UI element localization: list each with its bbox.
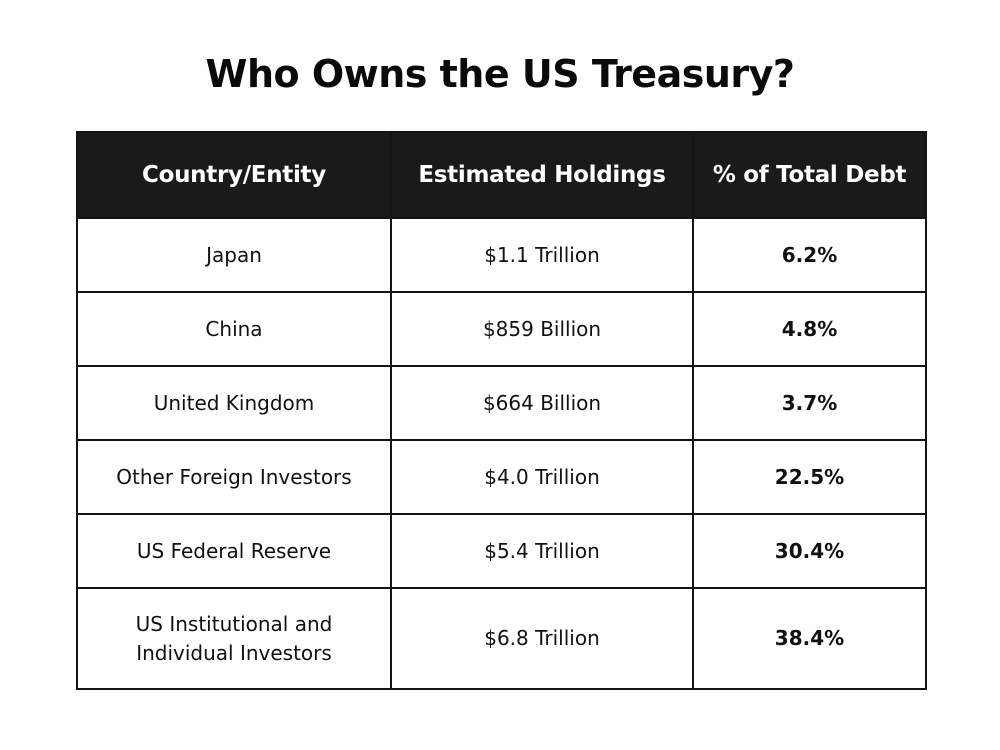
table-row: Japan $1.1 Trillion 6.2% (76, 217, 927, 293)
table-row: Other Foreign Investors $4.0 Trillion 22… (76, 439, 927, 515)
percent-cell: 30.4% (692, 513, 927, 589)
percent-cell: 22.5% (692, 439, 927, 515)
table-row: United Kingdom $664 Billion 3.7% (76, 365, 927, 441)
percent-cell: 38.4% (692, 587, 927, 690)
table-header-row: Country/Entity Estimated Holdings % of T… (76, 131, 927, 219)
holdings-cell: $664 Billion (390, 365, 694, 441)
column-header-holdings: Estimated Holdings (390, 131, 694, 219)
holdings-cell: $859 Billion (390, 291, 694, 367)
page-title: Who Owns the US Treasury? (205, 52, 795, 96)
column-header-percent: % of Total Debt (692, 131, 927, 219)
entity-cell: US Federal Reserve (76, 513, 392, 589)
table-row: US Institutional and Individual Investors… (76, 587, 927, 690)
holdings-cell: $4.0 Trillion (390, 439, 694, 515)
table-row: US Federal Reserve $5.4 Trillion 30.4% (76, 513, 927, 589)
table-row: China $859 Billion 4.8% (76, 291, 927, 367)
holdings-cell: $6.8 Trillion (390, 587, 694, 690)
percent-cell: 4.8% (692, 291, 927, 367)
entity-cell: Japan (76, 217, 392, 293)
percent-cell: 3.7% (692, 365, 927, 441)
holdings-cell: $1.1 Trillion (390, 217, 694, 293)
column-header-entity: Country/Entity (76, 131, 392, 219)
entity-cell: United Kingdom (76, 365, 392, 441)
percent-cell: 6.2% (692, 217, 927, 293)
entity-cell: China (76, 291, 392, 367)
holdings-cell: $5.4 Trillion (390, 513, 694, 589)
holdings-table: Country/Entity Estimated Holdings % of T… (76, 131, 927, 690)
entity-cell: US Institutional and Individual Investors (76, 587, 392, 690)
entity-cell: Other Foreign Investors (76, 439, 392, 515)
